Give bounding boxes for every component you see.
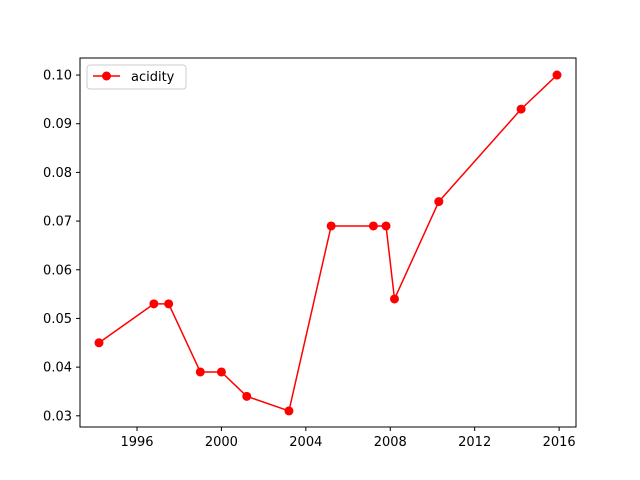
x-tick-label: 2016 [543,435,576,450]
data-point [94,338,104,348]
legend-marker-swatch [102,71,111,81]
data-point [552,70,562,80]
data-point [242,391,252,401]
y-tick-label: 0.03 [43,409,72,424]
data-point [326,221,336,231]
legend-box [86,64,187,90]
data-point [284,406,294,416]
data-point [381,221,391,231]
y-tick-label: 0.09 [43,117,72,132]
y-tick-label: 0.10 [43,69,72,84]
x-axis: 1996 2000 2004 2008 2012 2016 [120,427,576,450]
data-point [516,104,526,114]
y-tick-label: 0.06 [43,263,72,278]
data-point [164,299,174,309]
data-point [368,221,378,231]
x-tick-label: 2012 [458,435,491,450]
y-tick-label: 0.04 [43,361,72,376]
legend-label: acidity [131,70,175,85]
plot-area [94,70,562,416]
data-point [434,197,444,207]
x-tick-label: 1996 [120,435,153,450]
series-line-acidity [98,74,558,412]
data-point [149,299,159,309]
data-point [389,294,399,304]
y-tick-label: 0.05 [43,312,72,327]
data-point [216,367,226,377]
y-tick-label: 0.07 [43,215,72,230]
x-tick-label: 2004 [289,435,322,450]
axes-frame [79,57,577,428]
x-tick-label: 2008 [374,435,407,450]
y-axis: 0.03 0.04 0.05 0.06 0.07 0.08 0.09 0.10 [43,69,80,424]
y-tick-label: 0.08 [43,166,72,181]
legend: acidity [86,64,187,90]
data-point [195,367,205,377]
x-tick-label: 2000 [205,435,238,450]
